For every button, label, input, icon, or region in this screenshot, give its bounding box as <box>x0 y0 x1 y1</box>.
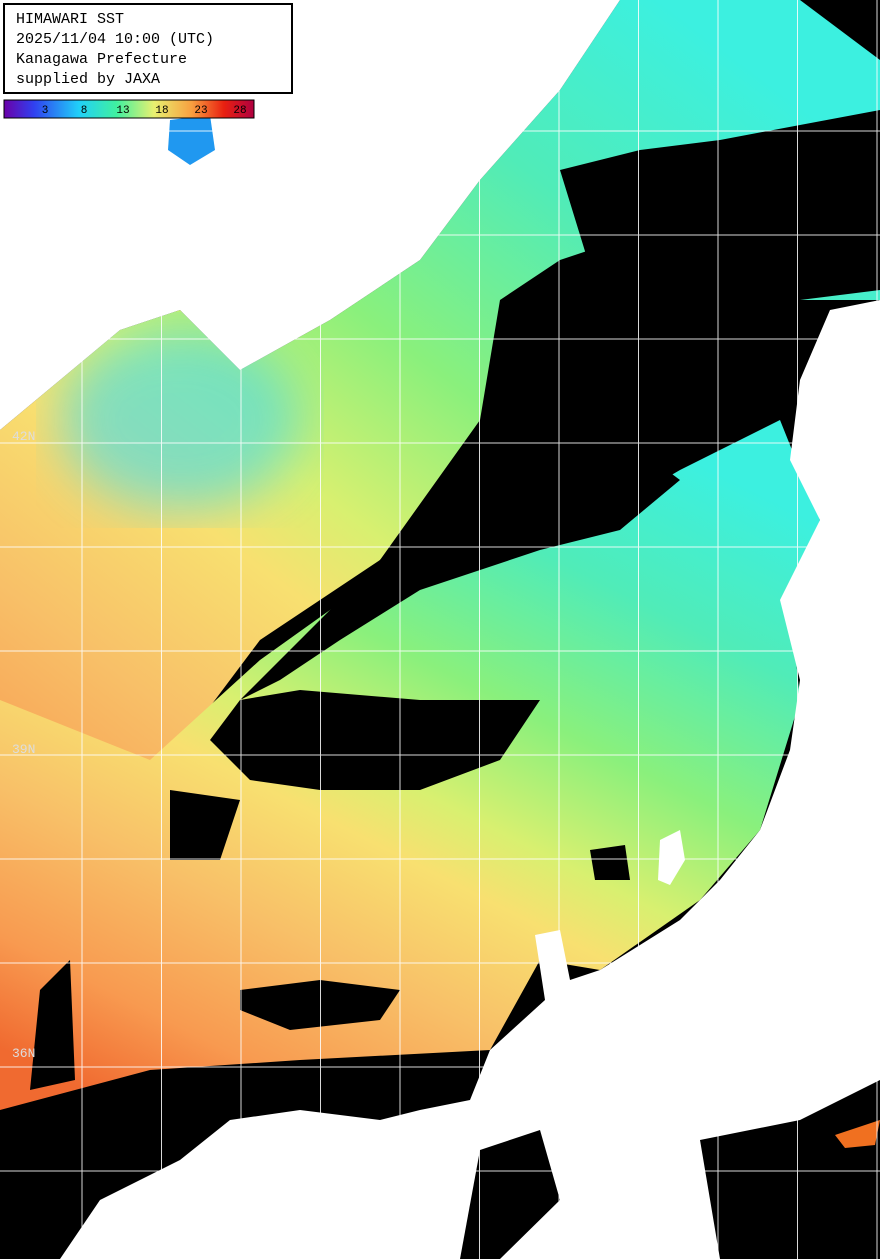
latitude-labels: 42N 39N 36N <box>12 429 35 1061</box>
cloud-patches <box>30 110 880 1090</box>
colorbar-label: 3 <box>42 105 49 117</box>
colorbar-label: 8 <box>81 105 88 117</box>
lake <box>168 115 215 165</box>
lat-label: 39N <box>12 742 35 757</box>
cloud-over-land <box>460 1080 880 1259</box>
colorbar <box>3 99 255 119</box>
colorbar-label: 23 <box>194 105 207 117</box>
colorbar-labels: 3 8 13 18 23 28 <box>42 105 247 117</box>
title-line: HIMAWARI SST <box>16 11 124 28</box>
title-line: supplied by JAXA <box>16 71 160 88</box>
sea-surface-north <box>0 0 880 1100</box>
title-box <box>3 3 293 94</box>
title-line: 2025/11/04 10:00 (UTC) <box>16 31 214 48</box>
colorbar-label: 18 <box>155 105 168 117</box>
title-line: Kanagawa Prefecture <box>16 51 187 68</box>
lat-label: 36N <box>12 1046 35 1061</box>
cold-water <box>60 330 300 510</box>
colorbar-label: 13 <box>116 105 129 117</box>
warm-patch <box>835 1120 880 1148</box>
lat-label: 42N <box>12 429 35 444</box>
colorbar-label: 28 <box>233 105 246 117</box>
title-lines: HIMAWARI SST 2025/11/04 10:00 (UTC) Kana… <box>16 11 214 88</box>
